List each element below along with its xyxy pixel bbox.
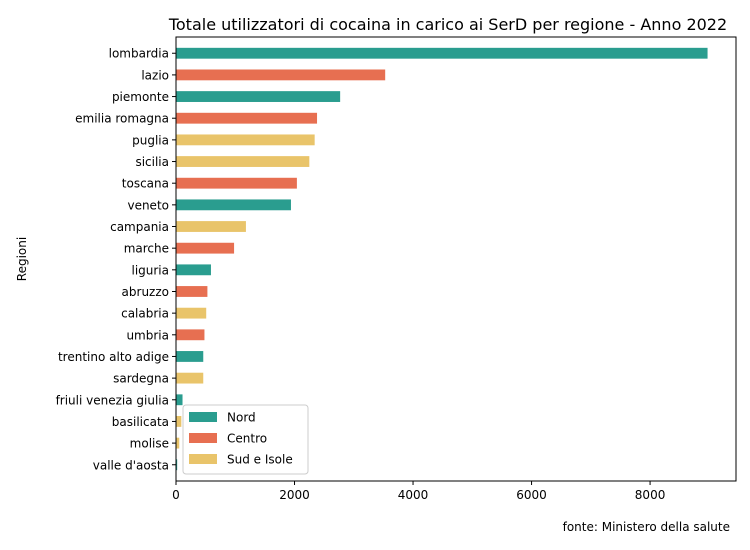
y-tick-label: puglia (132, 133, 169, 147)
bar-friuli-venezia-giulia (176, 394, 183, 406)
bar-umbria (176, 329, 205, 341)
y-axis-label: Regioni (15, 237, 29, 281)
bar-lazio (176, 69, 386, 81)
legend-swatch (189, 454, 217, 464)
x-tick-label: 6000 (516, 488, 547, 502)
x-tick-label: 0 (172, 488, 180, 502)
bar-puglia (176, 134, 315, 146)
y-tick-label: sardegna (113, 372, 169, 386)
bar-liguria (176, 264, 211, 276)
bar-sardegna (176, 372, 204, 384)
y-tick-label: toscana (122, 177, 169, 191)
y-tick-label: emilia romagna (75, 112, 169, 126)
y-tick-label: calabria (121, 307, 169, 321)
legend-label: Centro (227, 432, 267, 446)
bar-valle-d-aosta (176, 459, 178, 471)
bar-campania (176, 221, 246, 232)
bar-calabria (176, 307, 207, 319)
chart-title: Totale utilizzatori di cocaina in carico… (168, 15, 727, 34)
axes-frame (175, 36, 737, 482)
y-tick-label: piemonte (112, 90, 169, 104)
bar-abruzzo (176, 286, 208, 297)
bar-lombardia (176, 47, 708, 59)
y-tick-label: liguria (131, 263, 169, 277)
y-tick-label: campania (110, 220, 169, 234)
x-tick-label: 2000 (279, 488, 310, 502)
plot-area: lombardia lazio piemonte emilia romagna pugl… (56, 36, 737, 502)
x-tick-label: 4000 (398, 488, 429, 502)
legend-label: Nord (227, 411, 256, 425)
bar-marche (176, 242, 235, 254)
source-note: fonte: Ministero della salute (563, 520, 730, 534)
y-tick-label: umbria (126, 328, 169, 342)
y-tick-label: abruzzo (122, 285, 169, 299)
y-tick-label: basilicata (112, 415, 169, 429)
bar-emilia-romagna (176, 112, 318, 124)
bar-trentino-alto-adige (176, 351, 204, 362)
legend-swatch (189, 412, 217, 422)
y-tick-label: veneto (127, 198, 169, 212)
bar-toscana (176, 177, 297, 189)
bar-piemonte (176, 91, 341, 102)
y-tick-label: sicilia (135, 155, 169, 169)
bar-molise (176, 437, 180, 449)
y-tick-label: lombardia (109, 47, 169, 61)
y-tick-label: friuli venezia giulia (56, 393, 169, 407)
y-tick-label: lazio (141, 68, 169, 82)
bar-sicilia (176, 156, 310, 167)
legend: Nord Centro Sud e Isole (182, 404, 309, 475)
x-tick-label: 8000 (635, 488, 666, 502)
y-tick-label: molise (130, 437, 169, 451)
y-tick-label: marche (124, 242, 169, 256)
bar-veneto (176, 199, 291, 211)
y-tick-label: trentino alto adige (58, 350, 169, 364)
legend-swatch (189, 433, 217, 443)
bar-basilicata (176, 416, 182, 427)
y-tick-label: valle d'aosta (93, 458, 169, 472)
legend-label: Sud e Isole (227, 453, 293, 467)
